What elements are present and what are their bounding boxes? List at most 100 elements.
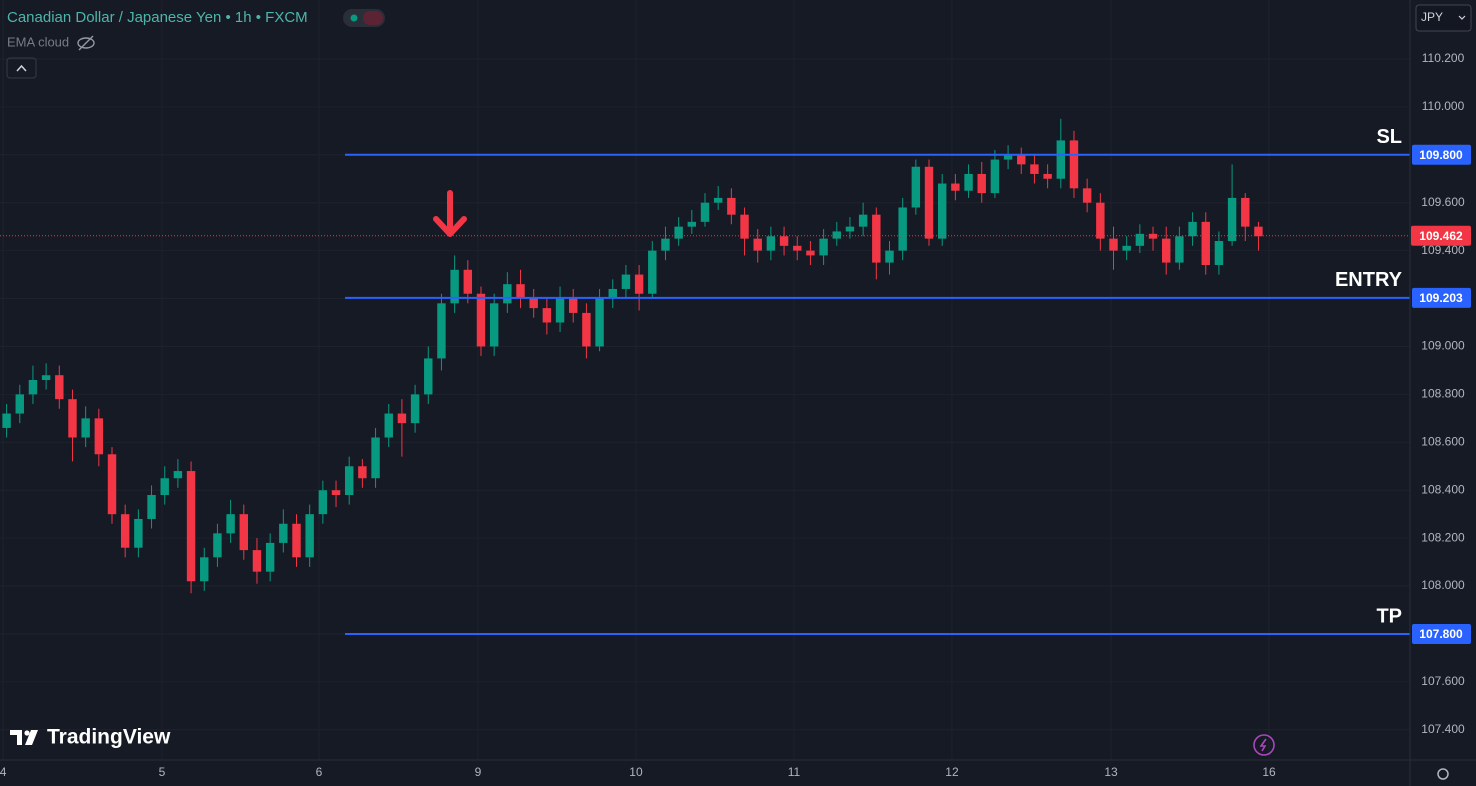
hide-icon[interactable] [77, 35, 95, 51]
candle-body [450, 269, 459, 304]
candle-body [687, 221, 697, 227]
candle-body [437, 303, 446, 359]
candle-body [463, 269, 473, 294]
candle-body [15, 394, 24, 414]
alert-icon[interactable] [1253, 734, 1275, 756]
candle-body [898, 207, 907, 251]
x-tick-label: 13 [1104, 765, 1118, 779]
candle-body [648, 250, 657, 294]
y-tick-label: 109.000 [1421, 339, 1465, 353]
candle-body [120, 514, 130, 548]
x-tick-label: 11 [788, 765, 801, 779]
candle-body [2, 413, 11, 428]
candle-body [990, 159, 1000, 194]
candle-body [147, 495, 156, 519]
candle-body [226, 514, 235, 534]
candle-body [1241, 197, 1250, 227]
status-dot [350, 14, 358, 22]
candle-body [1109, 238, 1118, 251]
x-tick-label: 16 [1262, 765, 1276, 779]
level-value: 109.203 [1419, 291, 1463, 305]
collapse-icon [16, 64, 27, 72]
candle-body [793, 245, 802, 251]
y-tick-label: 108.200 [1421, 530, 1465, 544]
candle-body [885, 250, 894, 263]
settings-icon[interactable] [1437, 768, 1449, 780]
candle-body [279, 523, 288, 543]
x-tick-label: 5 [159, 765, 166, 779]
candle-body [542, 308, 552, 323]
candle-body [766, 236, 776, 251]
candle-body [94, 418, 104, 455]
candle-body [28, 380, 38, 395]
level-name: ENTRY [1335, 269, 1403, 291]
y-tick-label: 108.400 [1421, 482, 1465, 496]
y-tick-label: 109.400 [1421, 243, 1465, 257]
candle-body [489, 303, 499, 347]
candle-body [1069, 140, 1079, 189]
candle-body [239, 514, 249, 551]
candle-body [200, 557, 209, 582]
candle-body [911, 166, 921, 208]
candle-body [305, 514, 314, 558]
candle-body [713, 197, 723, 203]
level-name: TP [1376, 605, 1402, 627]
alert-bolt [1259, 738, 1267, 752]
y-tick-label: 110.200 [1422, 51, 1465, 65]
candle-body [503, 284, 512, 304]
candle-body [1254, 226, 1263, 237]
candle-body [1135, 233, 1145, 246]
candle-body [160, 478, 169, 496]
candle-body [1082, 188, 1092, 203]
candle-body [621, 274, 631, 289]
candle-body [1056, 140, 1066, 179]
candle-body [1148, 233, 1158, 239]
candle-body [832, 231, 841, 239]
candle-body [858, 214, 868, 227]
candle-body [964, 173, 973, 191]
candle-body [173, 471, 183, 479]
candle-body [265, 542, 275, 572]
collapse-button[interactable] [6, 57, 37, 79]
candle-body [1043, 173, 1052, 179]
candle-body [318, 490, 328, 515]
entry-arrow [433, 190, 467, 237]
logo [10, 730, 38, 745]
symbol-title: Canadian Dollar / Japanese Yen • 1h • FX… [7, 9, 308, 26]
candle-body [213, 533, 222, 558]
candle-body [951, 183, 960, 191]
candle-body [331, 490, 341, 496]
y-tick-label: 108.000 [1421, 578, 1465, 592]
x-tick-label: 10 [629, 765, 643, 779]
candle-body [371, 437, 380, 479]
candle-body [424, 358, 433, 395]
candle-body [1214, 241, 1224, 265]
candle-body [608, 288, 617, 299]
candle-body [727, 197, 736, 215]
candle-body [55, 375, 64, 400]
candle-body [529, 298, 538, 309]
candle-body [661, 238, 670, 251]
currency-selector[interactable] [1415, 4, 1472, 32]
candle-body [292, 523, 301, 558]
y-tick-label: 107.600 [1421, 674, 1465, 688]
level-tag [1412, 623, 1471, 644]
candle-body [555, 298, 565, 323]
level-tag [1412, 287, 1471, 308]
candle-body [845, 226, 855, 232]
candle-body [410, 394, 420, 424]
indicator-name: EMA cloud [7, 34, 69, 49]
level-tag [1412, 144, 1471, 165]
candle-body [700, 202, 710, 222]
candle-body [1122, 245, 1131, 251]
candle-body [674, 226, 683, 239]
candle-body [344, 466, 354, 496]
candle-body [1096, 202, 1105, 239]
candle-body [81, 418, 90, 438]
candle-body [872, 214, 881, 263]
candle-body [476, 293, 486, 347]
y-tick-label: 107.400 [1421, 722, 1465, 736]
candle-body [1175, 236, 1184, 263]
candle-body [516, 284, 525, 299]
